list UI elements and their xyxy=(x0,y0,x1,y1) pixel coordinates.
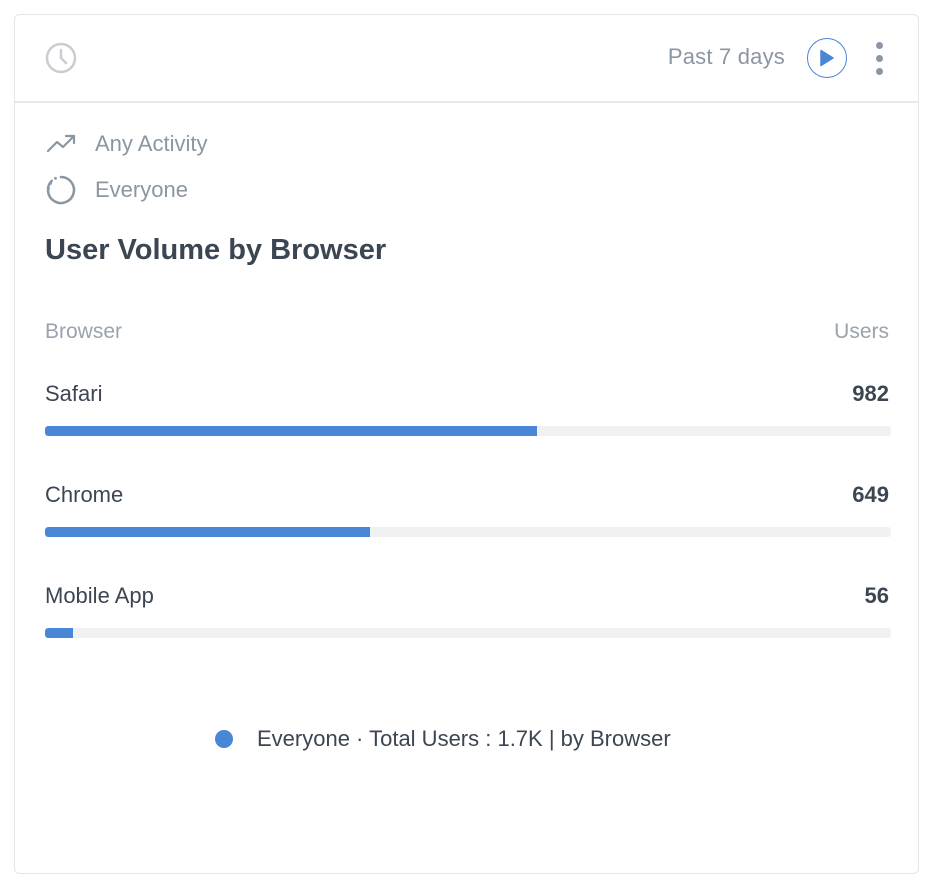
value-column-header: Users xyxy=(834,320,889,343)
segment-filter-label: Everyone xyxy=(95,177,188,202)
chart-title: User Volume by Browser xyxy=(45,234,387,266)
clock-icon[interactable] xyxy=(45,42,77,74)
bar-value-chrome: 649 xyxy=(852,482,889,507)
bar-mobile-app[interactable] xyxy=(45,628,73,638)
bar-safari[interactable] xyxy=(45,426,537,436)
bar-label-safari: Safari xyxy=(45,381,103,406)
more-menu-button[interactable] xyxy=(870,40,890,76)
bar-track-chrome[interactable] xyxy=(45,527,891,537)
segment-filter[interactable]: Everyone xyxy=(45,175,188,205)
chart-legend[interactable]: Everyone · Total Users : 1.7K | by Brows… xyxy=(215,726,671,752)
report-card: Past 7 days Any Activity Everyone User V… xyxy=(14,14,919,874)
bar-label-chrome: Chrome xyxy=(45,482,124,507)
legend-text: Everyone · Total Users : 1.7K | by Brows… xyxy=(257,726,671,751)
card-header: Past 7 days xyxy=(15,15,918,103)
run-button[interactable] xyxy=(807,38,847,78)
bar-track-safari[interactable] xyxy=(45,426,891,436)
bar-track-mobile-app[interactable] xyxy=(45,628,891,638)
segment-circle-icon xyxy=(46,175,76,205)
event-filter-label: Any Activity xyxy=(95,131,208,156)
more-vertical-icon xyxy=(876,42,883,49)
legend-dot xyxy=(215,730,233,748)
play-icon xyxy=(820,49,834,67)
bar-chrome[interactable] xyxy=(45,527,370,537)
bar-value-mobile-app: 56 xyxy=(864,583,889,608)
date-range-label[interactable]: Past 7 days xyxy=(667,44,785,69)
bar-label-mobile-app: Mobile App xyxy=(45,583,154,608)
category-column-header: Browser xyxy=(45,320,123,343)
event-filter[interactable]: Any Activity xyxy=(45,129,207,159)
trending-up-icon xyxy=(46,134,76,153)
bar-value-safari: 982 xyxy=(852,381,889,406)
